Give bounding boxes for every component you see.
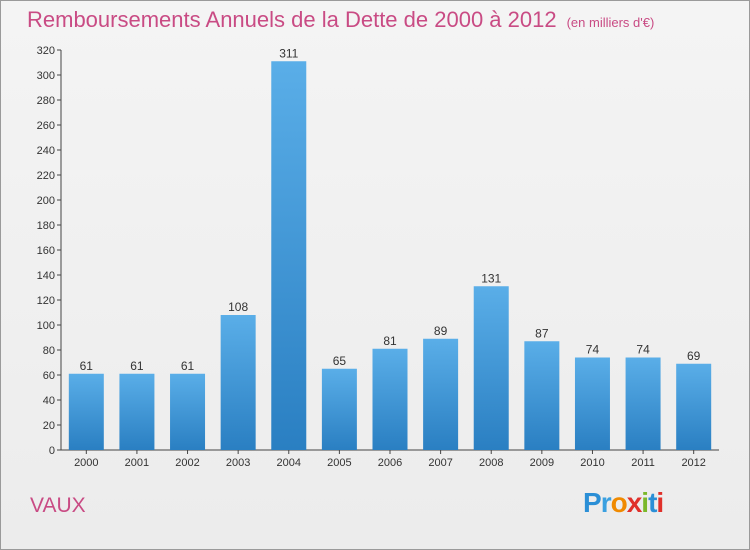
- bar: [170, 373, 206, 450]
- bar: [220, 315, 256, 450]
- x-tick-label: 2004: [277, 457, 301, 469]
- y-tick-label: 20: [43, 420, 55, 432]
- y-tick-label: 220: [37, 170, 55, 182]
- x-tick-label: 2008: [479, 457, 503, 469]
- x-tick-label: 2000: [74, 457, 98, 469]
- bar: [574, 357, 610, 450]
- y-tick-label: 60: [43, 370, 55, 382]
- bar: [372, 348, 408, 450]
- bar-value-label: 311: [279, 46, 298, 60]
- x-tick-label: 2003: [226, 457, 250, 469]
- bar: [271, 61, 307, 450]
- y-tick-label: 120: [37, 295, 55, 307]
- bar-value-label: 61: [130, 359, 144, 373]
- x-tick-label: 2009: [530, 457, 554, 469]
- y-tick-label: 160: [37, 245, 55, 257]
- y-tick-label: 300: [37, 70, 55, 82]
- x-tick-label: 2012: [681, 457, 705, 469]
- bar: [524, 341, 560, 450]
- y-tick-label: 40: [43, 395, 55, 407]
- bar: [68, 373, 104, 450]
- logo-letter: t: [648, 487, 657, 518]
- bar: [625, 357, 661, 450]
- logo-letter: i: [656, 487, 664, 518]
- bar: [321, 368, 357, 450]
- x-tick-label: 2010: [580, 457, 604, 469]
- chart-title: Remboursements Annuels de la Dette de 20…: [27, 7, 654, 33]
- bar-value-label: 87: [535, 326, 549, 340]
- x-tick-label: 2001: [125, 457, 149, 469]
- y-tick-label: 200: [37, 195, 55, 207]
- x-tick-label: 2005: [327, 457, 351, 469]
- bar: [423, 338, 459, 450]
- y-tick-label: 280: [37, 95, 55, 107]
- title-text: Remboursements Annuels de la Dette de 20…: [27, 7, 557, 32]
- y-tick-label: 0: [49, 445, 55, 457]
- bar-value-label: 81: [383, 334, 397, 348]
- bar-value-label: 61: [80, 359, 94, 373]
- logo-letter: i: [641, 487, 649, 518]
- y-tick-label: 260: [37, 120, 55, 132]
- bar-value-label: 89: [434, 324, 448, 338]
- bar-value-label: 108: [228, 300, 248, 314]
- logo-letter: o: [610, 487, 628, 518]
- chart-subtitle: (en milliers d'€): [566, 15, 655, 30]
- logo-letter: x: [626, 487, 643, 518]
- x-tick-label: 2006: [378, 457, 402, 469]
- y-tick-label: 180: [37, 220, 55, 232]
- logo-letter: r: [600, 487, 612, 518]
- bar-value-label: 131: [481, 271, 501, 285]
- commune-name: VAUX: [30, 494, 86, 517]
- bar: [119, 373, 155, 450]
- bar-value-label: 74: [586, 343, 600, 357]
- bar-value-label: 61: [181, 359, 195, 373]
- proxiti-logo: Proxiti: [583, 487, 664, 519]
- bar-value-label: 74: [636, 343, 650, 357]
- y-tick-label: 140: [37, 270, 55, 282]
- y-tick-label: 100: [37, 320, 55, 332]
- y-tick-label: 80: [43, 345, 55, 357]
- logo-letter: P: [583, 487, 602, 518]
- bar-value-label: 69: [687, 349, 701, 363]
- bar: [473, 286, 509, 450]
- x-tick-label: 2011: [631, 457, 655, 469]
- y-tick-label: 320: [37, 45, 55, 57]
- bar-value-label: 65: [333, 354, 347, 368]
- x-tick-label: 2007: [428, 457, 452, 469]
- y-tick-label: 240: [37, 145, 55, 157]
- x-tick-label: 2002: [175, 457, 199, 469]
- bar: [676, 363, 712, 450]
